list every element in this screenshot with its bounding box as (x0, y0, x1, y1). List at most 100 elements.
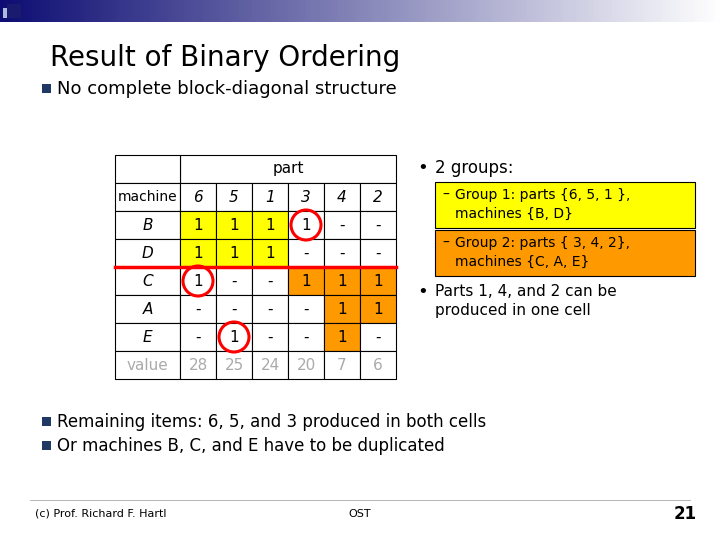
Bar (65, 0, 69, 22)
Text: produced in one cell: produced in one cell (435, 302, 590, 318)
Bar (313, 0, 318, 22)
Text: 25: 25 (225, 357, 243, 373)
Bar (396, 0, 400, 22)
Bar (540, 0, 544, 22)
Bar (515, 0, 519, 22)
Text: 2 groups:: 2 groups: (435, 159, 513, 177)
Bar (50, 0, 55, 22)
Bar (558, 0, 562, 22)
Text: -: - (231, 273, 237, 288)
Bar (644, 0, 649, 22)
Bar (324, 211, 360, 239)
Bar (518, 0, 523, 22)
Bar (32, 0, 37, 22)
Bar (4, 0, 8, 22)
Bar (216, 183, 252, 211)
Bar (140, 0, 145, 22)
Bar (259, 0, 264, 22)
Bar (673, 0, 678, 22)
Bar (241, 0, 246, 22)
Text: B: B (143, 218, 153, 233)
Bar (702, 0, 706, 22)
Bar (367, 0, 372, 22)
Bar (407, 0, 411, 22)
Bar (115, 0, 120, 22)
Bar (252, 295, 288, 323)
Text: 1: 1 (337, 301, 347, 316)
Bar (42, 441, 51, 450)
Bar (403, 0, 408, 22)
Text: 3: 3 (301, 190, 311, 205)
Bar (302, 0, 307, 22)
Bar (42, 84, 51, 93)
Bar (54, 0, 58, 22)
Bar (216, 239, 252, 267)
Bar (493, 0, 498, 22)
Bar (619, 0, 624, 22)
Bar (14, 0, 19, 22)
Bar (425, 0, 429, 22)
Bar (576, 0, 580, 22)
Bar (511, 0, 516, 22)
Text: -: - (231, 301, 237, 316)
Bar (428, 0, 433, 22)
Bar (101, 0, 105, 22)
Bar (666, 0, 670, 22)
Bar (713, 0, 717, 22)
Bar (162, 0, 166, 22)
Bar (698, 0, 703, 22)
Bar (115, 295, 180, 323)
Text: machines {C, A, E}: machines {C, A, E} (455, 255, 590, 269)
Bar (266, 0, 271, 22)
Text: -: - (375, 329, 381, 345)
Bar (569, 0, 573, 22)
Bar (562, 0, 566, 22)
Text: 1: 1 (193, 273, 203, 288)
Text: machine: machine (117, 190, 177, 204)
Bar (194, 0, 199, 22)
Text: 21: 21 (673, 505, 696, 523)
Bar (324, 295, 360, 323)
Text: part: part (272, 161, 304, 177)
Bar (252, 0, 256, 22)
Bar (40, 0, 44, 22)
Bar (115, 323, 180, 351)
Bar (342, 0, 346, 22)
Bar (3, 8, 13, 18)
Bar (176, 0, 181, 22)
Bar (112, 0, 116, 22)
Text: (c) Prof. Richard F. Hartl: (c) Prof. Richard F. Hartl (35, 509, 166, 519)
Text: 1: 1 (229, 218, 239, 233)
Bar (652, 0, 656, 22)
Bar (504, 0, 508, 22)
Bar (256, 0, 260, 22)
Bar (79, 0, 84, 22)
Bar (360, 351, 396, 379)
Bar (86, 0, 91, 22)
Bar (252, 323, 288, 351)
Bar (324, 0, 328, 22)
Bar (209, 0, 213, 22)
Text: value: value (127, 357, 168, 373)
Bar (274, 0, 278, 22)
Bar (353, 0, 357, 22)
Bar (230, 0, 235, 22)
Bar (338, 0, 343, 22)
Bar (115, 211, 180, 239)
Text: A: A (143, 301, 153, 316)
Bar (450, 0, 454, 22)
Bar (670, 0, 674, 22)
Bar (191, 0, 195, 22)
Bar (435, 230, 695, 276)
Bar (360, 0, 364, 22)
Bar (598, 0, 602, 22)
Bar (475, 0, 480, 22)
Bar (169, 0, 174, 22)
Bar (155, 0, 159, 22)
Bar (11, 0, 15, 22)
Bar (180, 351, 216, 379)
Bar (655, 0, 660, 22)
Bar (68, 0, 73, 22)
Text: Group 2: parts { 3, 4, 2},: Group 2: parts { 3, 4, 2}, (455, 236, 630, 250)
Bar (490, 0, 494, 22)
